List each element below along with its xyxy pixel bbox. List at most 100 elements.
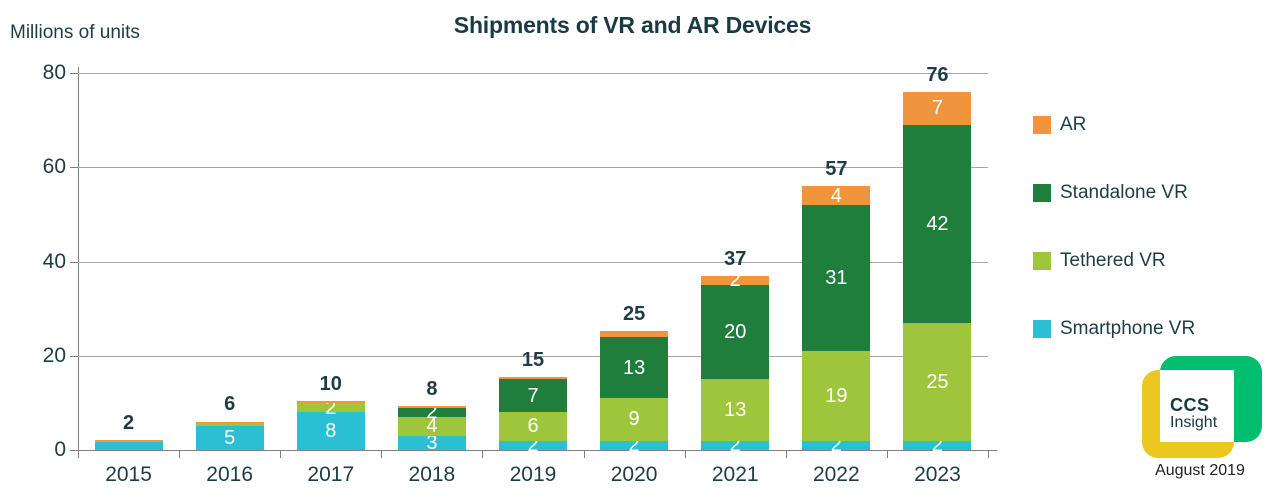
bar-segment-smartphone-vr-2019: 2 (499, 435, 567, 455)
y-tick-label-0: 0 (54, 438, 66, 461)
gridline-40 (78, 261, 988, 263)
x-tick-mark-5 (583, 451, 585, 458)
y-tick-label-60: 60 (42, 155, 66, 179)
x-tick-label-2016: 2016 (206, 463, 254, 486)
segment-value-label: 5 (224, 427, 236, 450)
gridline-80 (78, 73, 988, 74)
segment-value-label: 2 (931, 434, 943, 457)
x-tick-label-2015: 2015 (105, 463, 152, 486)
x-tick-mark-1 (179, 451, 181, 458)
bar-total-label-2015: 2 (122, 411, 135, 434)
segment-value-label: 2 (830, 434, 842, 457)
bar-segment-smartphone-vr-2018: 3 (397, 431, 466, 454)
bar-segment-tethered-vr-2017: 2 (296, 398, 365, 418)
x-tick-label-2018: 2018 (408, 463, 456, 486)
segment-value-label: 20 (724, 321, 747, 344)
ccs-insight-logo: CCS Insight (1142, 354, 1264, 458)
legend: AR Standalone VR Tethered VR Smartphone VR (1033, 114, 1195, 386)
segment-value-label: 2 (325, 396, 337, 419)
legend-label: Standalone VR (1060, 182, 1188, 203)
bar-2022: 2 19 31 4 (802, 186, 871, 455)
x-tick-mark-3 (381, 451, 383, 458)
legend-item-standalone-vr: Standalone VR (1033, 182, 1195, 204)
bar-segment-tethered-vr-2021: 13 (701, 379, 770, 441)
legend-item-smartphone-vr: Smartphone VR (1033, 318, 1195, 340)
bar-segment-ar-2018 (397, 406, 466, 408)
bar-segment-smartphone-vr-2016: 5 (195, 426, 264, 450)
x-tick-label-2023: 2023 (914, 463, 961, 486)
bar-segment-standalone-vr-2018: 2 (397, 402, 466, 422)
segment-value-label: 31 (825, 267, 848, 289)
bar-total-label-2019: 15 (521, 349, 545, 372)
bar-segment-standalone-vr-2021: 20 (701, 285, 770, 380)
bar-total-label-2017: 10 (319, 373, 342, 396)
x-tick-mark-2 (280, 451, 282, 458)
bar-segment-ar-2020 (600, 331, 669, 337)
bar-segment-standalone-vr-2023: 42 (903, 124, 972, 323)
bar-total-label-2023: 76 (926, 63, 949, 86)
logo-text-insight: Insight (1170, 413, 1218, 431)
legend-swatch-icon (1033, 252, 1051, 270)
bar-segment-tethered-vr-2020: 9 (600, 398, 669, 441)
segment-value-label: 2 (426, 401, 438, 424)
legend-swatch-icon (1033, 184, 1051, 202)
bar-segment-tethered-vr-2015 (94, 440, 163, 442)
x-tick-label-2017: 2017 (307, 463, 355, 486)
segment-value-label: 7 (527, 384, 539, 407)
bar-segment-ar-2023: 7 (903, 91, 972, 125)
segment-value-label: 6 (527, 415, 539, 438)
gridline-60 (78, 167, 988, 169)
segment-value-label: 2 (628, 434, 640, 457)
bar-total-label-2021: 37 (724, 247, 747, 270)
x-tick-label-2020: 2020 (610, 463, 658, 486)
bar-segment-smartphone-vr-2015 (94, 441, 163, 450)
legend-swatch-icon (1033, 320, 1051, 338)
x-axis-line (70, 450, 997, 451)
bar-2015 (94, 439, 163, 450)
logo-white-square: CCS Insight (1160, 370, 1234, 442)
legend-label: AR (1060, 114, 1087, 135)
y-axis-units-label: Millions of units (10, 22, 140, 43)
segment-value-label: 19 (825, 384, 848, 407)
segment-value-label: 3 (426, 431, 438, 454)
x-tick-mark-6 (684, 451, 686, 458)
logo-text-ccs: CCS (1170, 395, 1210, 415)
segment-value-label: 13 (622, 356, 646, 379)
y-tick-mark-80 (70, 73, 78, 74)
bar-total-label-2020: 25 (622, 303, 646, 326)
y-tick-label-80: 80 (42, 61, 66, 84)
bar-segment-smartphone-vr-2020: 2 (600, 435, 669, 455)
y-tick-mark-60 (70, 167, 78, 169)
bar-segment-smartphone-vr-2023: 2 (903, 435, 972, 455)
bar-total-label-2022: 57 (825, 158, 848, 181)
bar-2016: 5 (195, 421, 264, 450)
legend-item-ar: AR (1033, 114, 1195, 136)
y-tick-label-20: 20 (42, 343, 66, 367)
bar-total-label-2016: 6 (224, 393, 236, 416)
bar-segment-ar-2017 (296, 401, 365, 403)
bar-segment-smartphone-vr-2017: 8 (296, 412, 365, 450)
bar-segment-standalone-vr-2019: 7 (499, 379, 567, 413)
y-tick-label-40: 40 (42, 249, 66, 273)
legend-swatch-icon (1033, 116, 1051, 134)
segment-value-label: 8 (325, 420, 337, 443)
bar-segment-standalone-vr-2022: 31 (802, 204, 871, 352)
bar-2023: 2 25 42 7 (903, 91, 972, 455)
segment-value-label: 2 (729, 434, 741, 457)
bar-segment-smartphone-vr-2021: 2 (701, 435, 770, 455)
bar-segment-ar-2022: 4 (802, 186, 871, 206)
x-tick-mark-7 (785, 451, 787, 458)
bar-segment-standalone-vr-2020: 13 (600, 336, 669, 399)
legend-label: Tethered VR (1060, 250, 1166, 271)
y-tick-mark-40 (70, 261, 78, 263)
gridline-20 (78, 355, 988, 357)
x-tick-mark-9 (988, 451, 989, 458)
bar-segment-ar-2021: 2 (701, 270, 770, 290)
segment-value-label: 13 (724, 398, 747, 421)
segment-value-label: 25 (926, 370, 949, 393)
bar-segment-tethered-vr-2023: 25 (903, 322, 972, 441)
segment-value-label: 2 (527, 434, 539, 457)
